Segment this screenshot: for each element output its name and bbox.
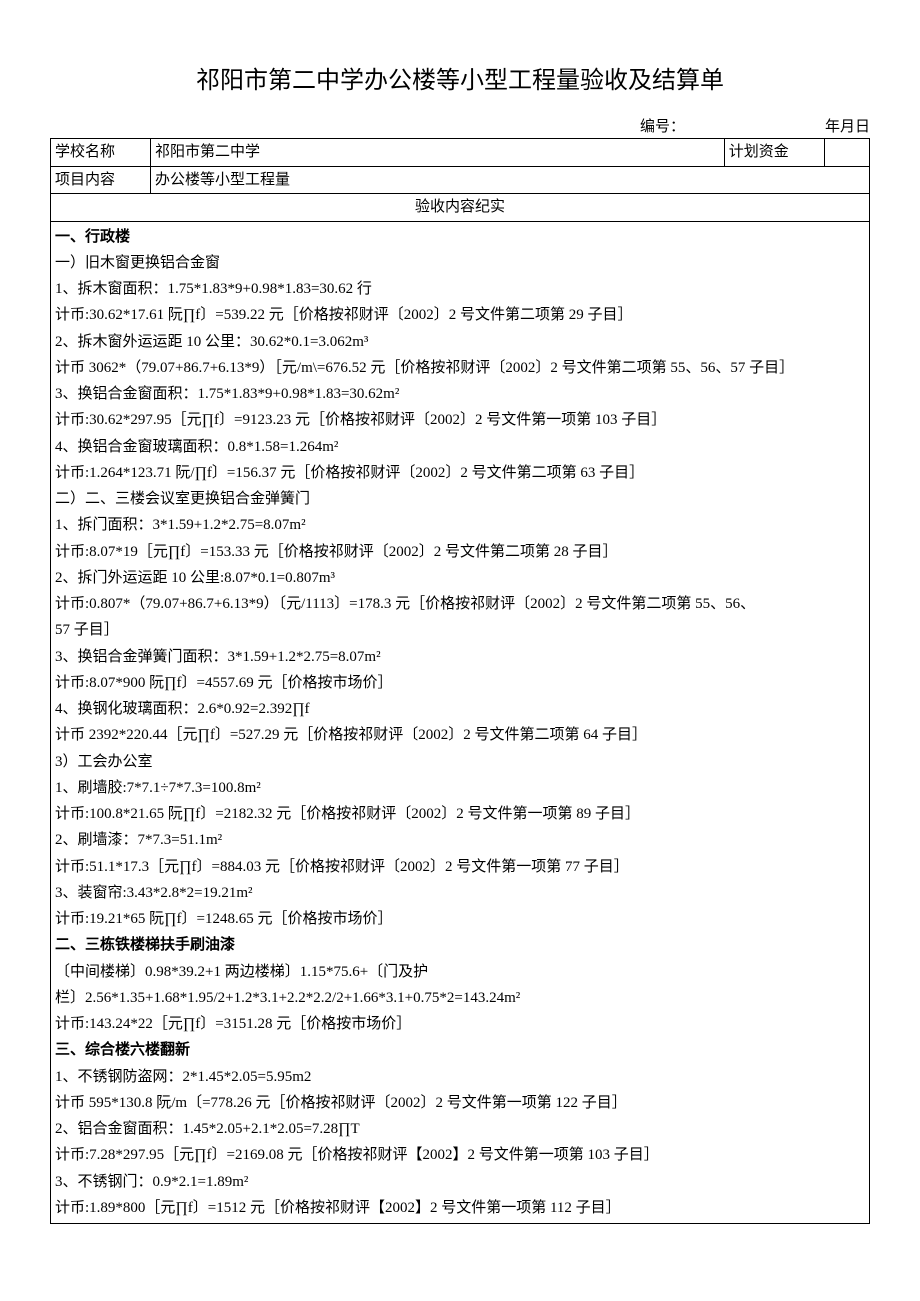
school-value: 祁阳市第二中学 <box>151 139 725 167</box>
content-row: 一、行政楼 一）旧木窗更换铝合金窗 1、拆木窗面积：1.75*1.83*9+0.… <box>51 221 870 1224</box>
project-value: 办公楼等小型工程量 <box>151 166 870 194</box>
item-1-2-1-calc: 计币:8.07*19［元∏f〕=153.33 元［价格按祁财评〔2002〕2 号… <box>55 539 865 565</box>
item-3-2-calc: 计币:7.28*297.95［元∏f〕=2169.08 元［价格按祁财评【200… <box>55 1142 865 1168</box>
item-1-2-3-calc: 计币:8.07*900 阮∏f〕=4557.69 元［价格按市场价］ <box>55 670 865 696</box>
section-header: 验收内容纪实 <box>51 194 870 222</box>
fund-label: 计划资金 <box>724 139 824 167</box>
item-1-2-1: 1、拆门面积：3*1.59+1.2*2.75=8.07m² <box>55 512 865 538</box>
item-3-1-calc: 计币 595*130.8 阮/m〔=778.26 元［价格按祁财评〔2002〕2… <box>55 1090 865 1116</box>
section-1-title: 一、行政楼 <box>55 224 865 250</box>
project-row: 项目内容 办公楼等小型工程量 <box>51 166 870 194</box>
date-label: 年月日 <box>825 115 870 136</box>
item-1-3-1-calc: 计币:100.8*21.65 阮∏f〕=2182.32 元［价格按祁财评〔200… <box>55 801 865 827</box>
serial-label: 编号： <box>640 115 685 136</box>
item-3-2: 2、铝合金窗面积：1.45*2.05+2.1*2.05=7.28∏T <box>55 1116 865 1142</box>
item-1-3-1: 1、刷墙胶:7*7.1÷7*7.3=100.8m² <box>55 775 865 801</box>
item-2-2: 栏〕2.56*1.35+1.68*1.95/2+1.2*3.1+2.2*2.2/… <box>55 985 865 1011</box>
item-3-3: 3、不锈钢门：0.9*2.1=1.89m² <box>55 1169 865 1195</box>
item-1-1-3: 3、换铝合金窗面积：1.75*1.83*9+0.98*1.83=30.62m² <box>55 381 865 407</box>
item-1-1-4-calc: 计币:1.264*123.71 阮/∏f〕=156.37 元［价格按祁财评〔20… <box>55 460 865 486</box>
item-2-1: 〔中间楼梯〕0.98*39.2+1 两边楼梯〕1.15*75.6+〔门及护 <box>55 959 865 985</box>
section-1-1-title: 一）旧木窗更换铝合金窗 <box>55 250 865 276</box>
section-2-title: 二、三栋铁楼梯扶手刷油漆 <box>55 932 865 958</box>
item-1-2-2-calc2: 57 子目］ <box>55 617 865 643</box>
item-1-3-3: 3、装窗帘:3.43*2.8*2=19.21m² <box>55 880 865 906</box>
content-cell: 一、行政楼 一）旧木窗更换铝合金窗 1、拆木窗面积：1.75*1.83*9+0.… <box>51 221 870 1224</box>
item-1-2-3: 3、换铝合金弹簧门面积：3*1.59+1.2*2.75=8.07m² <box>55 644 865 670</box>
item-1-1-3-calc: 计币:30.62*297.95［元∏f〕=9123.23 元［价格按祁财评〔20… <box>55 407 865 433</box>
fund-value <box>824 139 869 167</box>
item-1-3-2: 2、刷墙漆：7*7.3=51.1m² <box>55 827 865 853</box>
main-table: 学校名称 祁阳市第二中学 计划资金 项目内容 办公楼等小型工程量 验收内容纪实 … <box>50 138 870 1224</box>
item-3-1: 1、不锈钢防盗网：2*1.45*2.05=5.95m2 <box>55 1064 865 1090</box>
item-1-1-4: 4、换铝合金窗玻璃面积：0.8*1.58=1.264m² <box>55 434 865 460</box>
section-1-2-title: 二）二、三楼会议室更换铝合金弹簧门 <box>55 486 865 512</box>
item-1-2-4: 4、换钢化玻璃面积：2.6*0.92=2.392∏f <box>55 696 865 722</box>
item-1-2-4-calc: 计币 2392*220.44［元∏f〕=527.29 元［价格按祁财评〔2002… <box>55 722 865 748</box>
item-1-1-2: 2、拆木窗外运运距 10 公里：30.62*0.1=3.062m³ <box>55 329 865 355</box>
item-3-3-calc: 计币:1.89*800［元∏f〕=1512 元［价格按祁财评【2002】2 号文… <box>55 1195 865 1221</box>
project-label: 项目内容 <box>51 166 151 194</box>
item-2-calc: 计币:143.24*22［元∏f〕=3151.28 元［价格按市场价］ <box>55 1011 865 1037</box>
item-1-1-1: 1、拆木窗面积：1.75*1.83*9+0.98*1.83=30.62 行 <box>55 276 865 302</box>
header-meta-row: 编号： 年月日 <box>50 115 870 136</box>
item-1-2-2-calc: 计币:0.807*（79.07+86.7+6.13*9）〔元/1113〕=178… <box>55 591 865 617</box>
school-row: 学校名称 祁阳市第二中学 计划资金 <box>51 139 870 167</box>
item-1-3-2-calc: 计币:51.1*17.3［元∏f〕=884.03 元［价格按祁财评〔2002〕2… <box>55 854 865 880</box>
document-title: 祁阳市第二中学办公楼等小型工程量验收及结算单 <box>50 60 870 95</box>
section-3-title: 三、综合楼六楼翻新 <box>55 1037 865 1063</box>
section-1-3-title: 3）工会办公室 <box>55 749 865 775</box>
school-label: 学校名称 <box>51 139 151 167</box>
item-1-2-2: 2、拆门外运运距 10 公里:8.07*0.1=0.807m³ <box>55 565 865 591</box>
item-1-3-3-calc: 计币:19.21*65 阮∏f〕=1248.65 元［价格按市场价］ <box>55 906 865 932</box>
item-1-1-1-calc: 计币:30.62*17.61 阮∏f〕=539.22 元［价格按祁财评〔2002… <box>55 302 865 328</box>
section-header-row: 验收内容纪实 <box>51 194 870 222</box>
item-1-1-2-calc: 计币 3062*（79.07+86.7+6.13*9）［元/m\=676.52 … <box>55 355 865 381</box>
